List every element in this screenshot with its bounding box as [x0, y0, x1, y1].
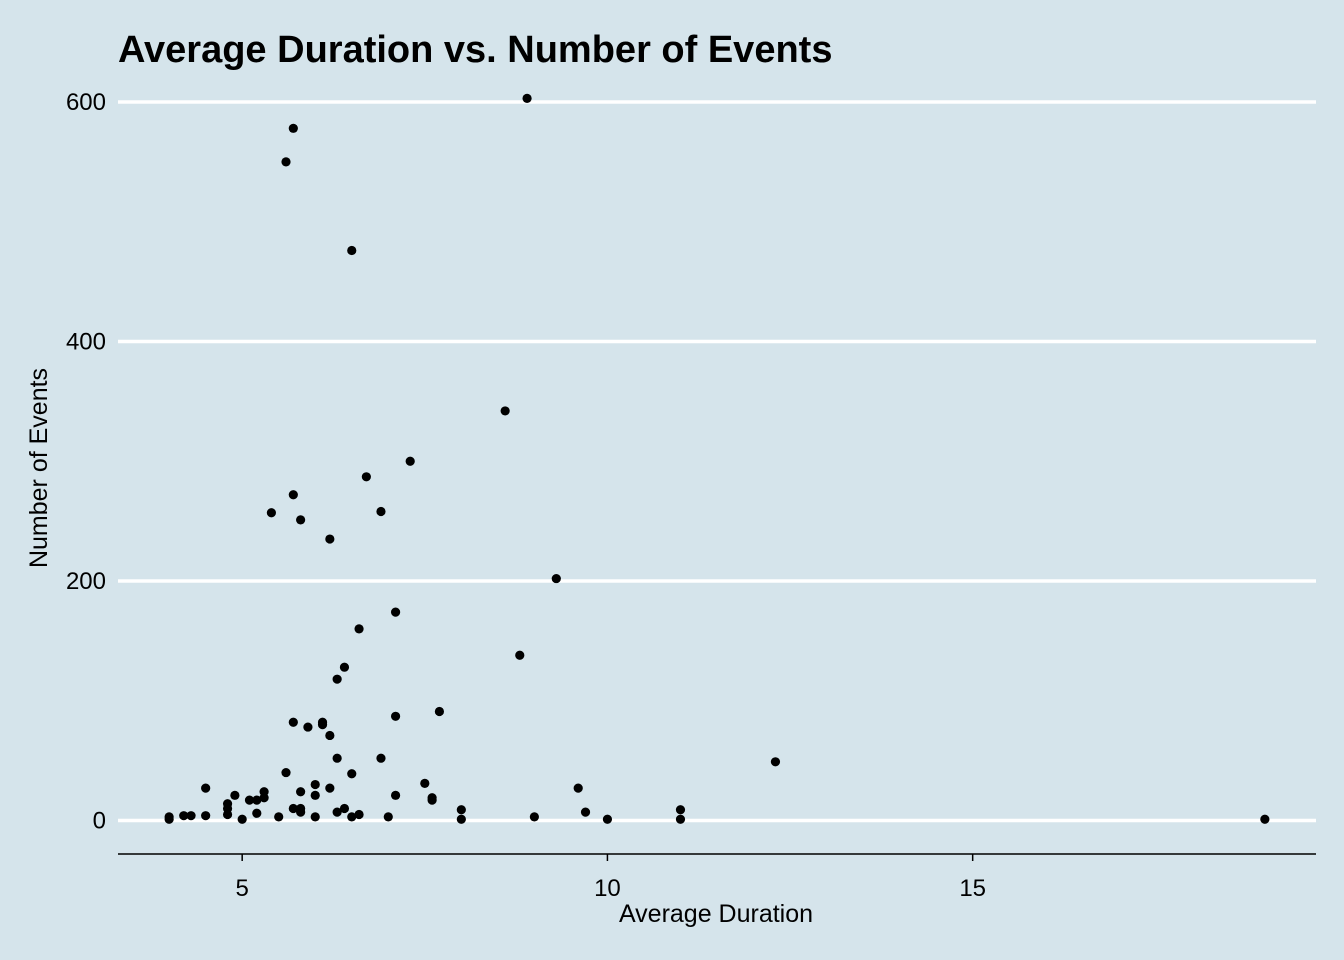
scatter-point	[347, 245, 357, 256]
chart-title: Average Duration vs. Number of Events	[118, 29, 832, 71]
scatter-point	[281, 767, 291, 778]
x-tick-label: 5	[236, 875, 249, 902]
scatter-point	[252, 795, 262, 805]
scatter-point	[288, 803, 298, 814]
scatter-point	[310, 812, 320, 822]
y-tick-label: 0	[93, 807, 106, 834]
y-tick-label: 400	[66, 328, 106, 355]
scatter-point	[179, 811, 189, 821]
scatter-point	[434, 706, 445, 717]
scatter-point	[274, 812, 284, 822]
scatter-point	[296, 787, 306, 797]
scatter-point	[602, 814, 613, 824]
scatter-point	[522, 93, 532, 103]
scatter-point	[164, 814, 174, 824]
scatter-point	[201, 811, 211, 821]
scatter-point	[296, 515, 306, 525]
scatter-point	[573, 783, 583, 793]
scatter-point	[230, 790, 240, 800]
y-axis-label: Number of Events	[25, 368, 53, 568]
scatter-point	[354, 624, 364, 634]
scatter-point	[456, 805, 466, 815]
scatter-point	[376, 506, 386, 517]
scatter-point	[317, 717, 328, 727]
scatter-point	[551, 573, 561, 584]
scatter-point	[420, 778, 430, 788]
data-points	[164, 93, 1270, 824]
scatter-point	[427, 793, 437, 803]
scatter-point	[770, 757, 781, 767]
scatter-point	[252, 808, 262, 818]
scatter-point	[303, 722, 313, 732]
scatter-point	[383, 812, 393, 822]
scatter-point	[325, 783, 335, 793]
scatter-point	[390, 711, 401, 721]
y-tick-label: 200	[66, 568, 106, 595]
scatter-point	[288, 717, 298, 727]
scatter-point	[339, 662, 350, 672]
x-axis-label: Average Duration	[619, 900, 813, 928]
scatter-point	[288, 490, 298, 500]
scatter-point	[296, 803, 306, 814]
scatter-point	[347, 769, 357, 779]
scatter-point	[390, 607, 401, 617]
scatter-point	[237, 814, 247, 824]
scatter-point	[244, 795, 255, 805]
x-tick-label: 10	[594, 875, 621, 902]
scatter-point	[310, 790, 320, 800]
scatter-point	[325, 534, 335, 544]
scatter-point	[361, 472, 371, 482]
scatter-point	[675, 805, 686, 815]
scatter-point	[325, 730, 335, 741]
scatter-point	[281, 157, 291, 167]
scatter-point	[347, 812, 357, 822]
scatter-point	[405, 456, 415, 466]
scatter-point	[339, 803, 350, 814]
scatter-point	[376, 753, 386, 763]
scatter-point	[1260, 814, 1270, 824]
scatter-point	[186, 811, 196, 821]
scatter-point	[259, 787, 269, 797]
scatter-point	[288, 123, 298, 133]
scatter-point	[354, 809, 364, 820]
scatter-point	[529, 812, 539, 822]
scatter-point	[500, 406, 510, 416]
scatter-point	[675, 814, 686, 824]
scatter-point	[266, 508, 277, 518]
axes: 0 200 400 600 5 10 15	[66, 89, 1316, 902]
scatter-point	[390, 790, 401, 800]
gridlines	[118, 100, 1316, 823]
y-tick-label: 600	[66, 89, 106, 116]
scatter-point	[310, 779, 320, 790]
scatter-point	[456, 814, 466, 824]
scatter-point	[222, 799, 233, 809]
scatter-point	[332, 674, 342, 684]
scatter-point	[332, 753, 342, 763]
scatter-point	[201, 783, 211, 793]
x-tick-label: 15	[959, 875, 986, 902]
scatter-point	[332, 807, 342, 817]
scatter-point	[580, 807, 591, 817]
scatter-point	[515, 650, 525, 660]
